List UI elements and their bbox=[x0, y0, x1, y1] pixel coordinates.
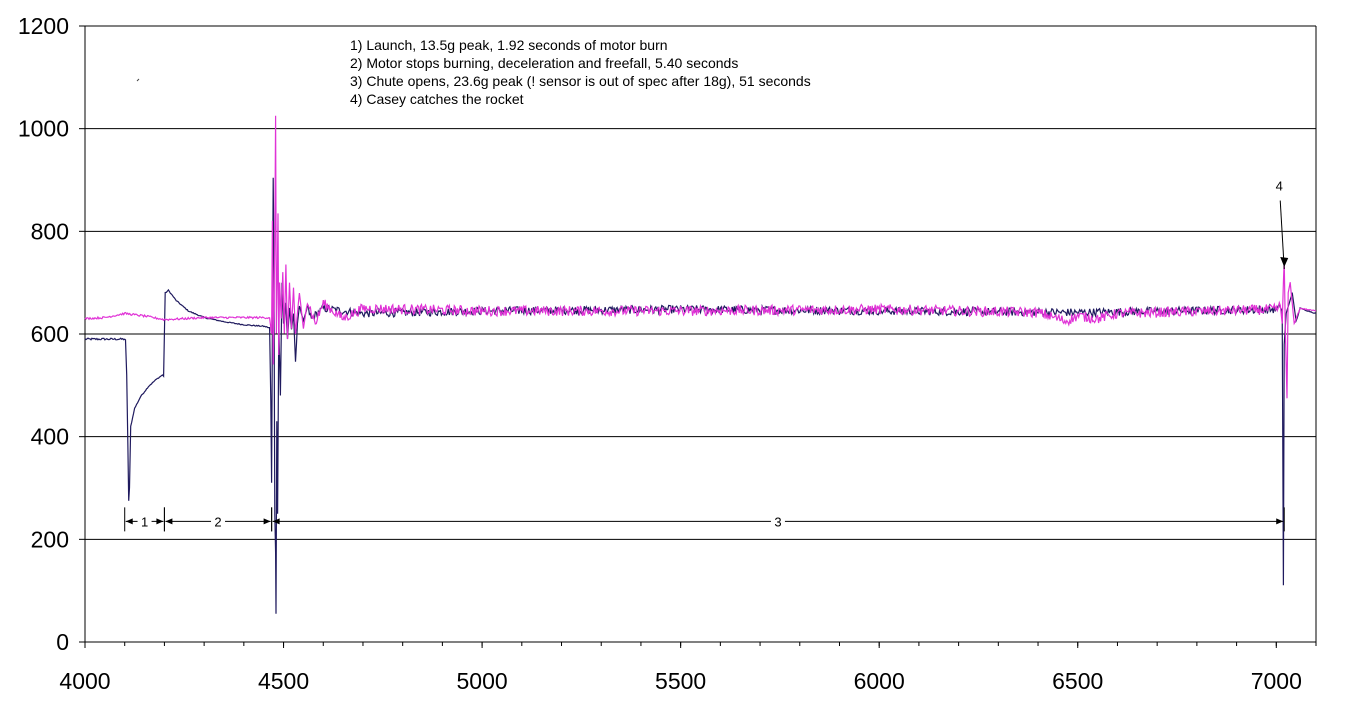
segment-arrow-right bbox=[156, 518, 164, 525]
y-tick-label: 800 bbox=[31, 218, 69, 244]
axes bbox=[79, 25, 1317, 648]
segment-arrow-right bbox=[263, 518, 271, 525]
annotation-line-4: 4) Casey catches the rocket bbox=[350, 91, 524, 107]
segment-label-bg bbox=[137, 512, 152, 529]
segment-label: 3 bbox=[774, 514, 781, 529]
x-tick-label: 4000 bbox=[59, 668, 110, 694]
y-tick-label: 1000 bbox=[18, 116, 69, 142]
y-tick-label: 1200 bbox=[18, 13, 69, 39]
segment-arrow-left bbox=[272, 518, 280, 525]
annotation-line-3: 3) Chute opens, 23.6g peak (! sensor is … bbox=[350, 73, 811, 89]
y-tick-label: 200 bbox=[31, 526, 69, 552]
gridlines bbox=[85, 25, 1316, 540]
segment-arrow-right bbox=[1276, 518, 1284, 525]
x-tick-labels: 4000 4500 5000 5500 6000 6500 7000 bbox=[59, 668, 1301, 694]
stray-mark bbox=[136, 78, 140, 82]
y-tick-label: 0 bbox=[56, 629, 69, 655]
marker-arrow-head bbox=[1280, 257, 1289, 267]
annotation-line-1: 1) Launch, 13.5g peak, 1.92 seconds of m… bbox=[350, 37, 668, 53]
series-line-1 bbox=[84, 177, 1317, 614]
annotation-line-2: 2) Motor stops burning, deceleration and… bbox=[350, 55, 738, 71]
y-tick-label: 600 bbox=[31, 321, 69, 347]
segment-label-bg bbox=[770, 512, 785, 529]
segment-markers: 1 2 3 4 bbox=[124, 78, 1289, 532]
segment-label-bg bbox=[211, 512, 226, 529]
y-tick-labels: 0 200 400 600 800 1000 1200 bbox=[18, 13, 69, 655]
segment-label: 1 bbox=[141, 514, 148, 529]
annotation-block: 1) Launch, 13.5g peak, 1.92 seconds of m… bbox=[350, 37, 811, 107]
segment-label: 2 bbox=[214, 514, 221, 529]
x-tick-label: 6000 bbox=[854, 668, 905, 694]
segment-arrow-left bbox=[165, 518, 173, 525]
x-tick-label: 5500 bbox=[655, 668, 706, 694]
x-tick-label: 4500 bbox=[258, 668, 309, 694]
x-tick-label: 7000 bbox=[1251, 668, 1302, 694]
marker-label: 4 bbox=[1276, 178, 1283, 193]
x-tick-label: 5000 bbox=[457, 668, 508, 694]
series-line-2 bbox=[84, 115, 1317, 399]
data-lines bbox=[84, 115, 1317, 614]
x-tick-label: 6500 bbox=[1052, 668, 1103, 694]
segment-arrow-left bbox=[125, 518, 133, 525]
y-tick-label: 400 bbox=[31, 424, 69, 450]
